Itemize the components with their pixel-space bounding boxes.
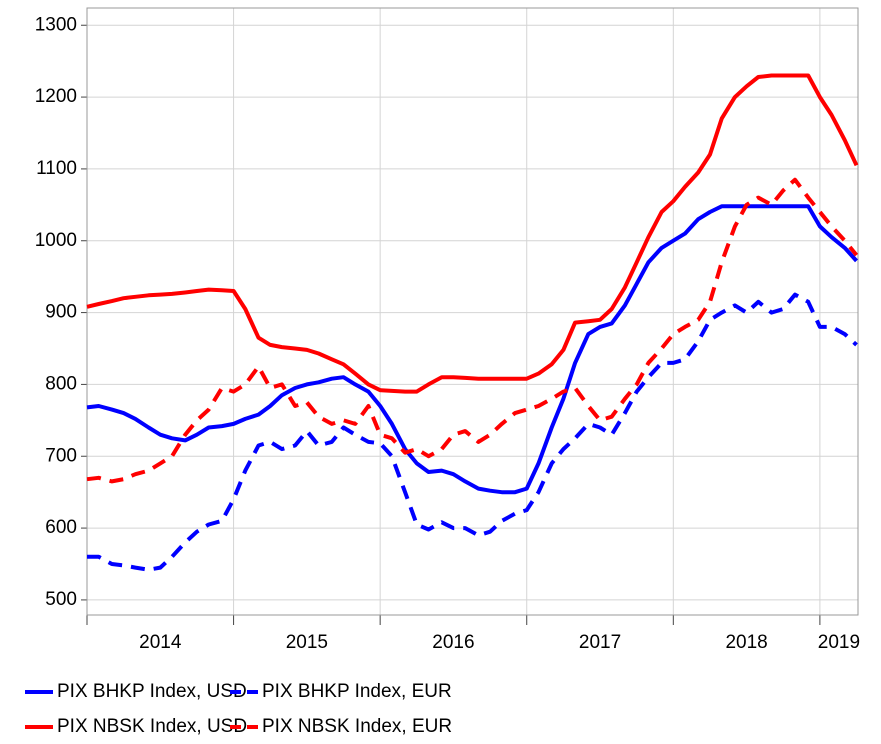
y-tick-label: 700 [45, 445, 77, 466]
series-line [86, 73, 859, 394]
y-tick-label: 800 [45, 373, 77, 394]
y-tick-label: 900 [45, 302, 77, 323]
x-tick-label: 2016 [432, 632, 474, 653]
plot-frame [86, 7, 859, 616]
x-tick-label: 2019 [818, 632, 860, 653]
x-tick-label: 2018 [725, 632, 767, 653]
y-tick-label: 1200 [35, 86, 77, 107]
y-tick-label: 500 [45, 589, 77, 610]
x-tick-label: 2017 [579, 632, 621, 653]
y-tick-label: 1100 [36, 158, 77, 179]
series-line [87, 292, 858, 572]
legend-label: PIX BHKP Index, USD [57, 681, 247, 702]
y-tick-label: 1000 [35, 230, 77, 251]
x-tick-label: 2014 [139, 632, 182, 653]
x-tick-label: 2015 [286, 632, 328, 653]
series-line [86, 177, 859, 484]
y-tick-label: 1300 [35, 14, 77, 35]
series-line [86, 204, 858, 495]
legend-label: PIX NBSK Index, EUR [262, 716, 452, 737]
legend-label: PIX BHKP Index, EUR [262, 681, 452, 702]
y-tick-label: 600 [45, 517, 77, 538]
legend-label: PIX NBSK Index, USD [57, 716, 247, 737]
